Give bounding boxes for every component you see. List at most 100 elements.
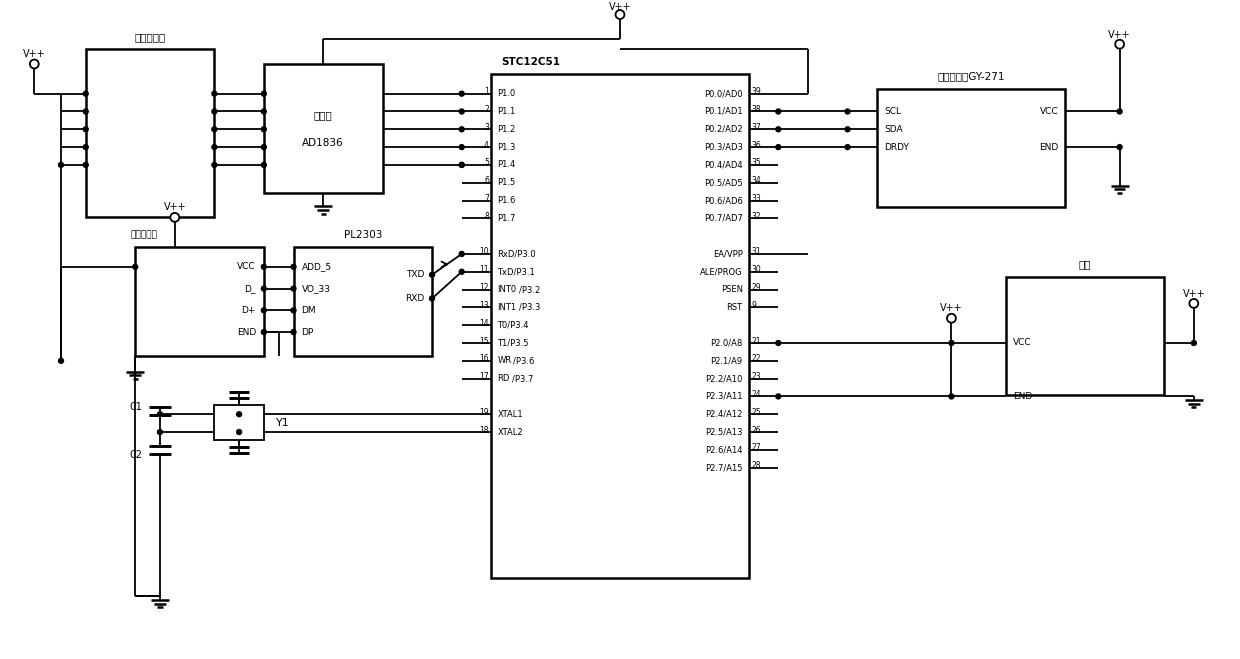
Circle shape — [1117, 109, 1122, 114]
Text: RD: RD — [497, 374, 510, 383]
Text: V++: V++ — [164, 202, 186, 212]
Circle shape — [459, 144, 464, 150]
Text: P0.4/AD4: P0.4/AD4 — [704, 160, 743, 169]
Text: /P3.6: /P3.6 — [512, 357, 534, 365]
Text: 23: 23 — [751, 372, 760, 381]
Text: AD1836: AD1836 — [303, 138, 343, 148]
Text: 指南针模块GY-271: 指南针模块GY-271 — [937, 71, 1004, 81]
Text: /P3.2: /P3.2 — [518, 285, 539, 294]
Text: P2.0/A8: P2.0/A8 — [711, 339, 743, 347]
Text: RxD/P3.0: RxD/P3.0 — [497, 250, 536, 258]
Text: 26: 26 — [751, 426, 760, 434]
Text: 1: 1 — [484, 87, 489, 96]
Text: V++: V++ — [1109, 30, 1131, 40]
Circle shape — [1115, 40, 1125, 49]
Text: 36: 36 — [751, 140, 761, 150]
Text: 16: 16 — [480, 355, 489, 363]
Circle shape — [262, 127, 267, 132]
Text: 25: 25 — [751, 408, 760, 416]
Text: 15: 15 — [480, 337, 489, 345]
Text: END: END — [1039, 142, 1058, 152]
Text: D+: D+ — [242, 306, 255, 315]
Text: SCL: SCL — [884, 107, 901, 116]
Text: 39: 39 — [751, 87, 761, 96]
Text: P1.7: P1.7 — [497, 214, 516, 223]
Text: T0/P3.4: T0/P3.4 — [497, 321, 528, 330]
Bar — [877, 89, 1065, 208]
Text: P0.6/AD6: P0.6/AD6 — [704, 196, 743, 205]
Circle shape — [429, 272, 434, 277]
Text: C1: C1 — [129, 402, 143, 413]
Text: P0.2/AD2: P0.2/AD2 — [704, 125, 743, 134]
Text: P2.4/A12: P2.4/A12 — [706, 410, 743, 418]
Text: PL2303: PL2303 — [343, 230, 382, 240]
Text: 21: 21 — [751, 337, 760, 345]
Text: C2: C2 — [129, 450, 143, 460]
Text: SDA: SDA — [884, 125, 903, 134]
Text: 33: 33 — [751, 194, 761, 203]
Circle shape — [212, 144, 217, 150]
Bar — [264, 64, 383, 192]
Text: P2.2/A10: P2.2/A10 — [706, 374, 743, 383]
Text: P1.5: P1.5 — [497, 178, 516, 187]
Text: 27: 27 — [751, 444, 760, 452]
Text: 18: 18 — [480, 426, 489, 434]
Circle shape — [291, 286, 296, 291]
Circle shape — [83, 127, 88, 132]
Circle shape — [262, 162, 267, 167]
Text: 31: 31 — [751, 248, 760, 256]
Text: 4: 4 — [484, 140, 489, 150]
Text: V++: V++ — [940, 303, 962, 314]
Text: 17: 17 — [480, 372, 489, 381]
Text: 14: 14 — [480, 319, 489, 328]
Text: P1.3: P1.3 — [497, 142, 516, 152]
Text: 译码器: 译码器 — [314, 111, 332, 121]
Text: 6: 6 — [484, 176, 489, 185]
Circle shape — [212, 162, 217, 167]
Text: END: END — [237, 328, 255, 337]
Circle shape — [459, 162, 464, 167]
Text: P1.2: P1.2 — [497, 125, 516, 134]
Circle shape — [291, 264, 296, 270]
Text: P2.7/A15: P2.7/A15 — [706, 463, 743, 472]
Circle shape — [459, 162, 464, 167]
Text: 5: 5 — [484, 158, 489, 167]
Text: 37: 37 — [751, 123, 761, 132]
Text: 舵机: 舵机 — [1079, 259, 1091, 269]
Text: P1.4: P1.4 — [497, 160, 516, 169]
Circle shape — [58, 358, 63, 363]
Text: 34: 34 — [751, 176, 761, 185]
Text: DRDY: DRDY — [884, 142, 909, 152]
Text: 10: 10 — [480, 248, 489, 256]
Circle shape — [947, 314, 956, 323]
Text: PSEN: PSEN — [720, 285, 743, 294]
Text: EA/VPP: EA/VPP — [713, 250, 743, 258]
Text: VCC: VCC — [237, 262, 255, 272]
Text: 38: 38 — [751, 105, 760, 114]
Text: P1.1: P1.1 — [497, 107, 516, 116]
Text: DP: DP — [301, 328, 314, 337]
Circle shape — [30, 59, 38, 69]
Circle shape — [58, 162, 63, 167]
Text: END: END — [1013, 392, 1032, 401]
Text: 9: 9 — [751, 301, 756, 310]
Text: 11: 11 — [480, 266, 489, 274]
Circle shape — [83, 109, 88, 114]
Text: P2.6/A14: P2.6/A14 — [706, 445, 743, 454]
Text: VCC: VCC — [1039, 107, 1058, 116]
Circle shape — [846, 144, 851, 150]
Text: 2: 2 — [484, 105, 489, 114]
Bar — [135, 247, 264, 356]
Circle shape — [776, 109, 781, 114]
Circle shape — [1117, 144, 1122, 150]
Circle shape — [262, 109, 267, 114]
Text: ALE/PROG: ALE/PROG — [701, 268, 743, 276]
Circle shape — [170, 213, 180, 222]
Text: ADD_5: ADD_5 — [301, 262, 331, 272]
Text: VO_33: VO_33 — [301, 284, 330, 293]
Circle shape — [83, 144, 88, 150]
Circle shape — [776, 394, 781, 399]
Text: 19: 19 — [480, 408, 489, 416]
Text: P0.7/AD7: P0.7/AD7 — [704, 214, 743, 223]
Bar — [491, 74, 749, 579]
